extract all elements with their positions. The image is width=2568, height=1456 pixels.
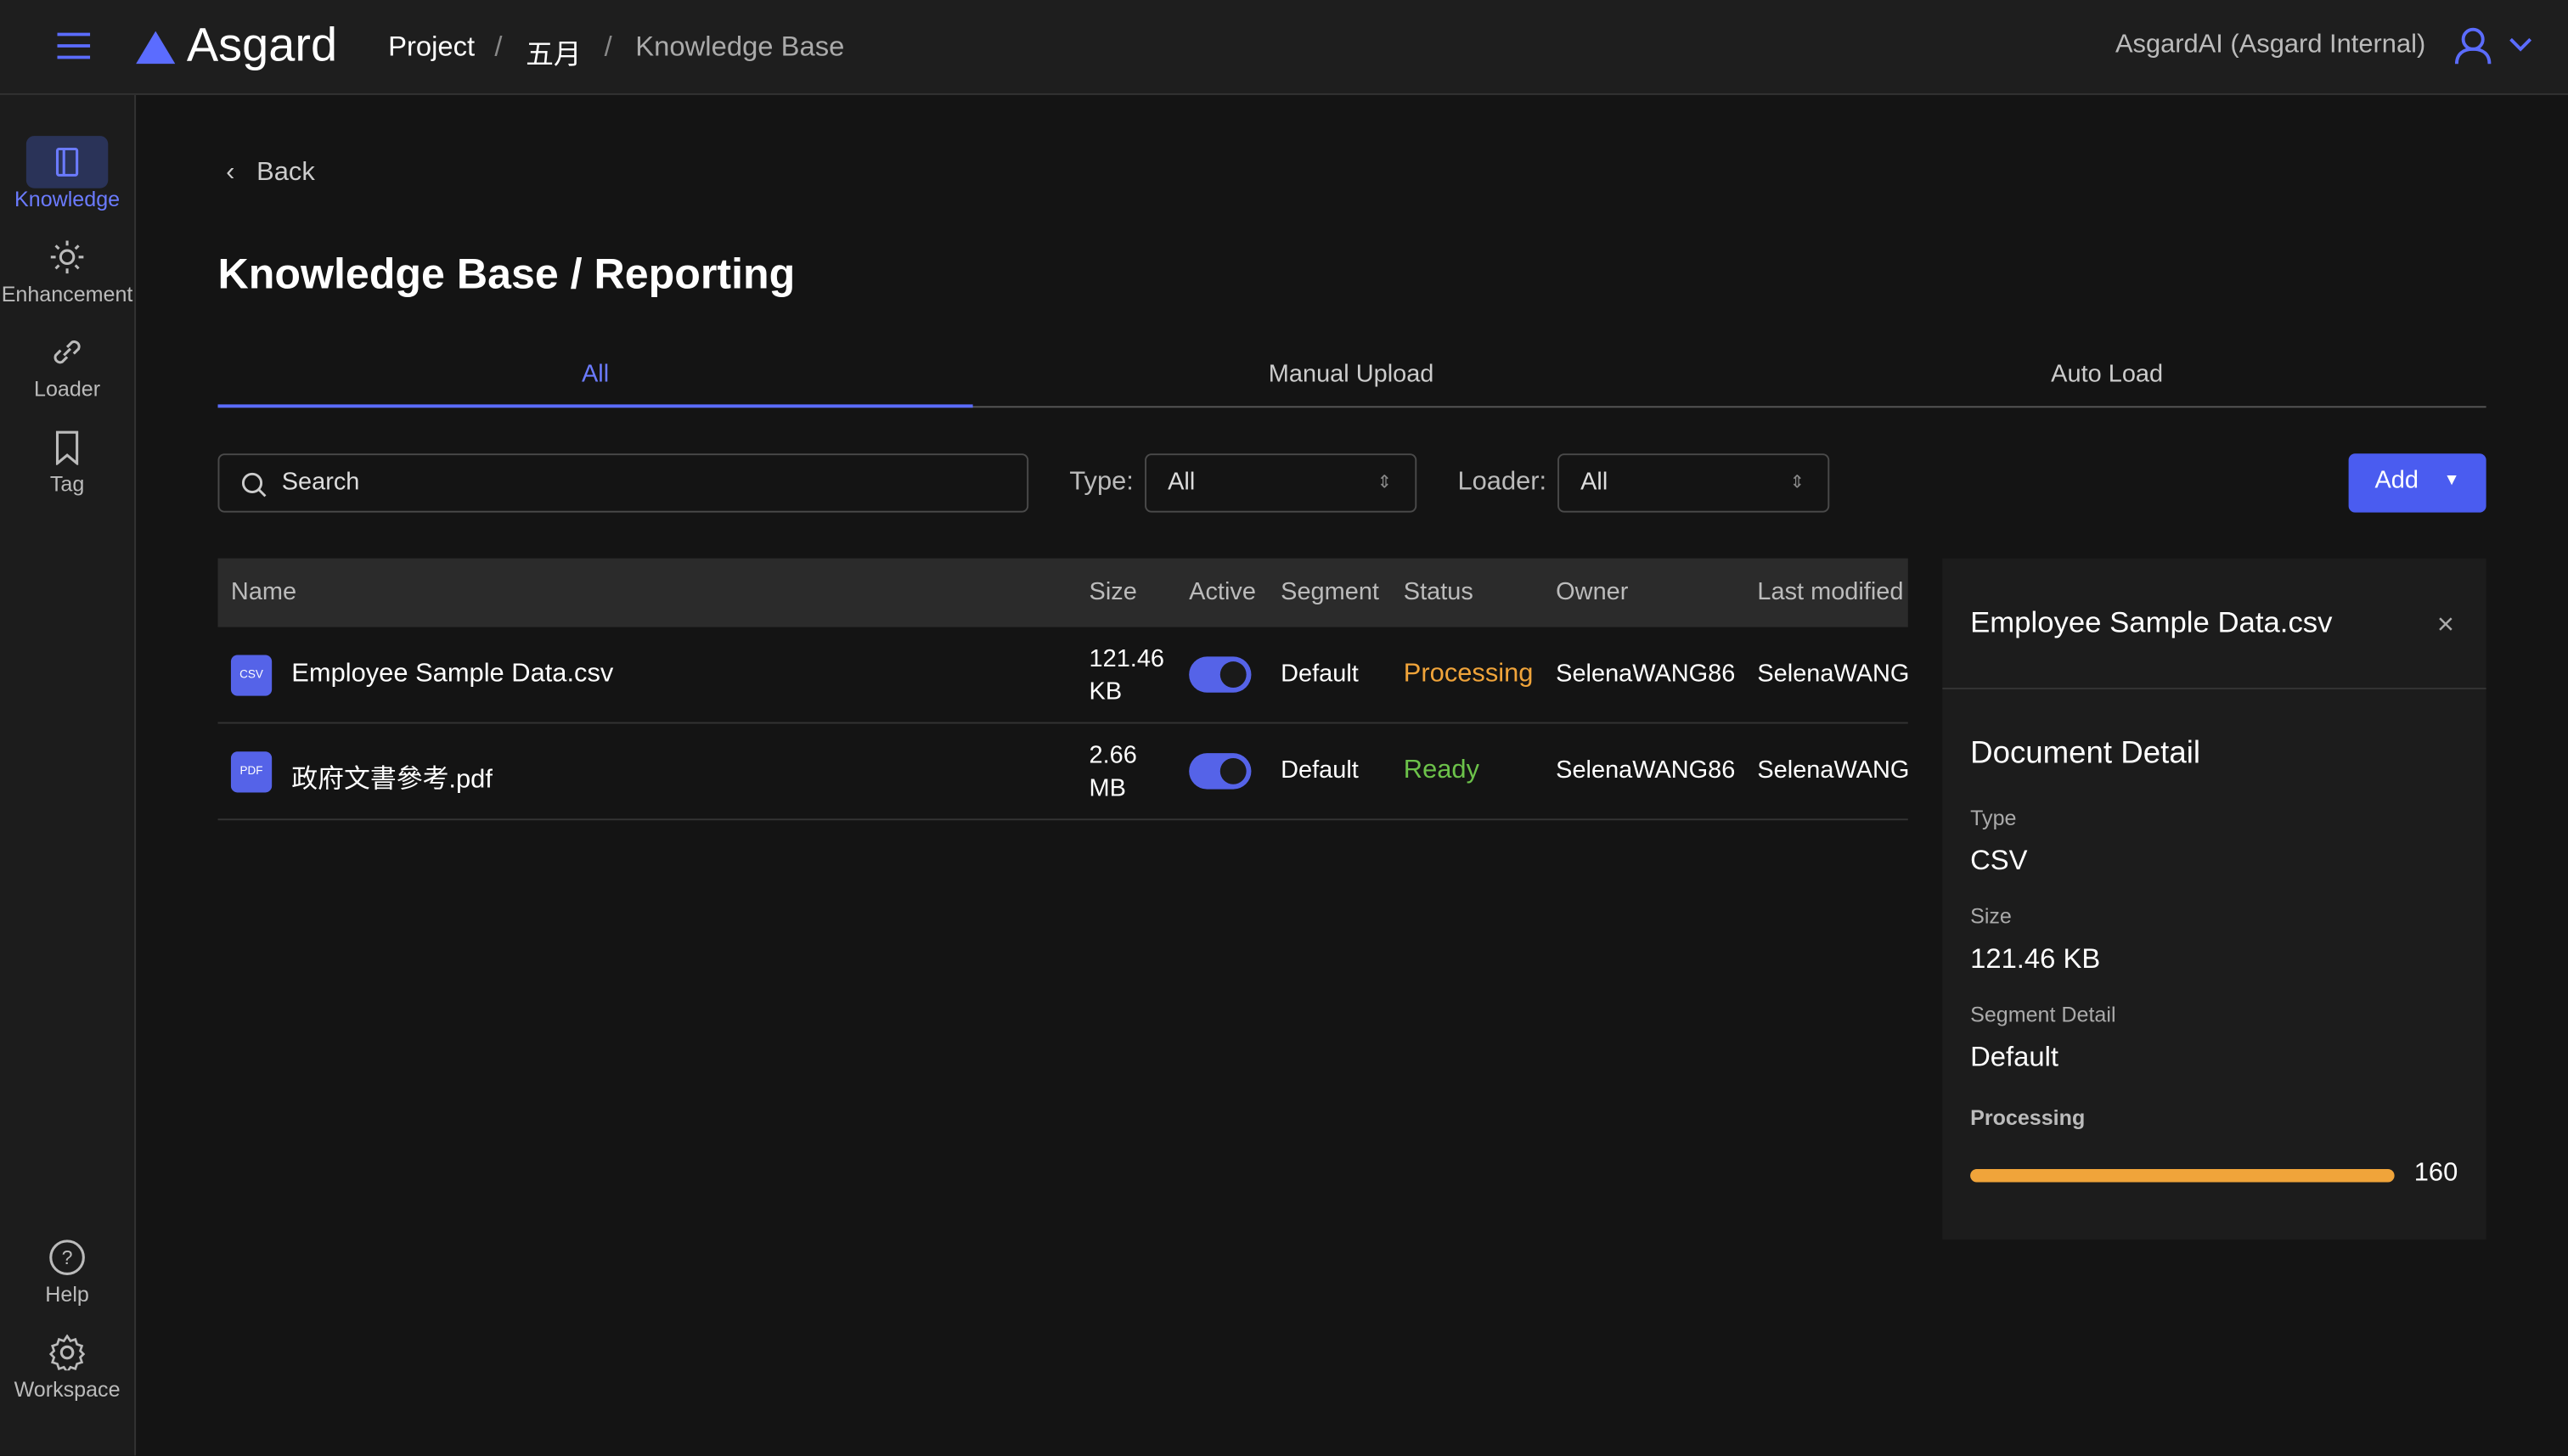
column-header: Name: [231, 578, 1050, 606]
nav-item[interactable]: Enhancement: [0, 231, 134, 306]
tab[interactable]: Manual Upload: [1269, 360, 1434, 388]
size: 2.66 MB: [1090, 740, 1171, 806]
field-label: Type: [1970, 806, 2016, 830]
back-button[interactable]: ‹ Back: [226, 159, 315, 188]
svg-text:?: ?: [62, 1246, 73, 1268]
menu-icon[interactable]: [56, 31, 92, 61]
status: Processing: [1404, 660, 1534, 689]
user-menu[interactable]: [2453, 26, 2538, 65]
column-header: Size: [1090, 578, 1171, 606]
add-button[interactable]: Add▼: [2349, 453, 2486, 512]
detail-heading: Document Detail: [1970, 737, 2200, 773]
file-icon: CSV: [231, 655, 272, 695]
type-value: All: [1168, 469, 1195, 497]
nav-label[interactable]: Workspace: [14, 1377, 121, 1402]
add-text[interactable]: Add: [2374, 467, 2418, 495]
field-value: CSV: [1970, 845, 2027, 878]
field-value: Default: [1970, 1042, 2058, 1075]
modified-by: SelenaWANG86: [1757, 756, 1907, 784]
active-toggle[interactable]: [1189, 656, 1251, 692]
nav-item[interactable]: Loader: [0, 326, 134, 402]
file-name[interactable]: Employee Sample Data.csv: [291, 660, 1061, 689]
header: Asgard Project / 五月 / Knowledge Base Asg…: [0, 0, 2568, 95]
nav-item[interactable]: Knowledge: [0, 136, 134, 211]
toggle-knob: [1220, 661, 1247, 688]
tab[interactable]: Auto Load: [2051, 360, 2163, 388]
progress-value: 160: [2414, 1159, 2458, 1189]
detail-title: Employee Sample Data.csv: [1970, 606, 2332, 641]
owner: SelenaWANG86: [1556, 756, 1735, 784]
modified-by: SelenaWANG86: [1757, 660, 1907, 688]
loader-value: All: [1580, 469, 1608, 497]
active-toggle[interactable]: [1189, 753, 1251, 789]
status: Ready: [1404, 756, 1479, 786]
column-header: Owner: [1556, 578, 1752, 606]
column-header: Segment: [1281, 578, 1395, 606]
brand: Asgard: [187, 20, 337, 74]
type-label: Type:: [1069, 469, 1133, 498]
row-divider: [218, 722, 1908, 724]
field-label: Size: [1970, 904, 2012, 929]
breadcrumb[interactable]: Project: [388, 31, 475, 65]
row-divider: [218, 818, 1908, 820]
loader-select[interactable]: All⇕: [1557, 453, 1829, 512]
column-header: Status: [1404, 578, 1552, 606]
nav-label[interactable]: Loader: [34, 377, 100, 402]
column-header: Last modified by: [1757, 578, 1907, 606]
page-title: Knowledge Base / Reporting: [218, 249, 796, 300]
file-icon: PDF: [231, 751, 272, 792]
size: 121.46 KB: [1090, 644, 1171, 709]
nav-item[interactable]: Tag: [0, 421, 134, 497]
segment: Default: [1281, 756, 1359, 784]
logo: [136, 31, 175, 65]
file-name[interactable]: 政府文書參考.pdf: [291, 756, 1061, 795]
nav-item[interactable]: Workspace: [0, 1335, 134, 1402]
segment: Default: [1281, 660, 1359, 688]
back-text[interactable]: Back: [256, 159, 315, 187]
owner: SelenaWANG86: [1556, 660, 1735, 688]
detail-panel: Employee Sample Data.csv × Document Deta…: [1942, 559, 2486, 1240]
nav-label[interactable]: Tag: [50, 471, 84, 496]
tab[interactable]: All: [582, 360, 609, 388]
org-name: AsgardAI (Asgard Internal): [2115, 31, 2425, 61]
progress-label: Processing: [1970, 1105, 2085, 1130]
nav-item[interactable]: ? Help: [0, 1240, 134, 1307]
nav-label[interactable]: Knowledge: [14, 187, 120, 211]
field-label: Segment Detail: [1970, 1002, 2115, 1026]
close-button[interactable]: ×: [2437, 608, 2454, 643]
sidebar: Knowledge Enhancement Loader Tag? Help Worksp…: [0, 95, 136, 1456]
type-select[interactable]: All⇕: [1145, 453, 1416, 512]
field-value: 121.46 KB: [1970, 943, 2100, 976]
progress-bar: [1970, 1169, 2395, 1182]
search-placeholder: Search: [282, 469, 360, 497]
breadcrumb[interactable]: 五月: [526, 31, 582, 72]
loader-label: Loader:: [1457, 469, 1546, 498]
nav-label[interactable]: Enhancement: [2, 282, 133, 306]
column-header: Active: [1189, 578, 1270, 606]
breadcrumb: Knowledge Base: [635, 31, 844, 65]
nav-label[interactable]: Help: [45, 1282, 89, 1307]
search-input[interactable]: Search: [218, 453, 1029, 512]
toggle-knob: [1220, 758, 1247, 784]
